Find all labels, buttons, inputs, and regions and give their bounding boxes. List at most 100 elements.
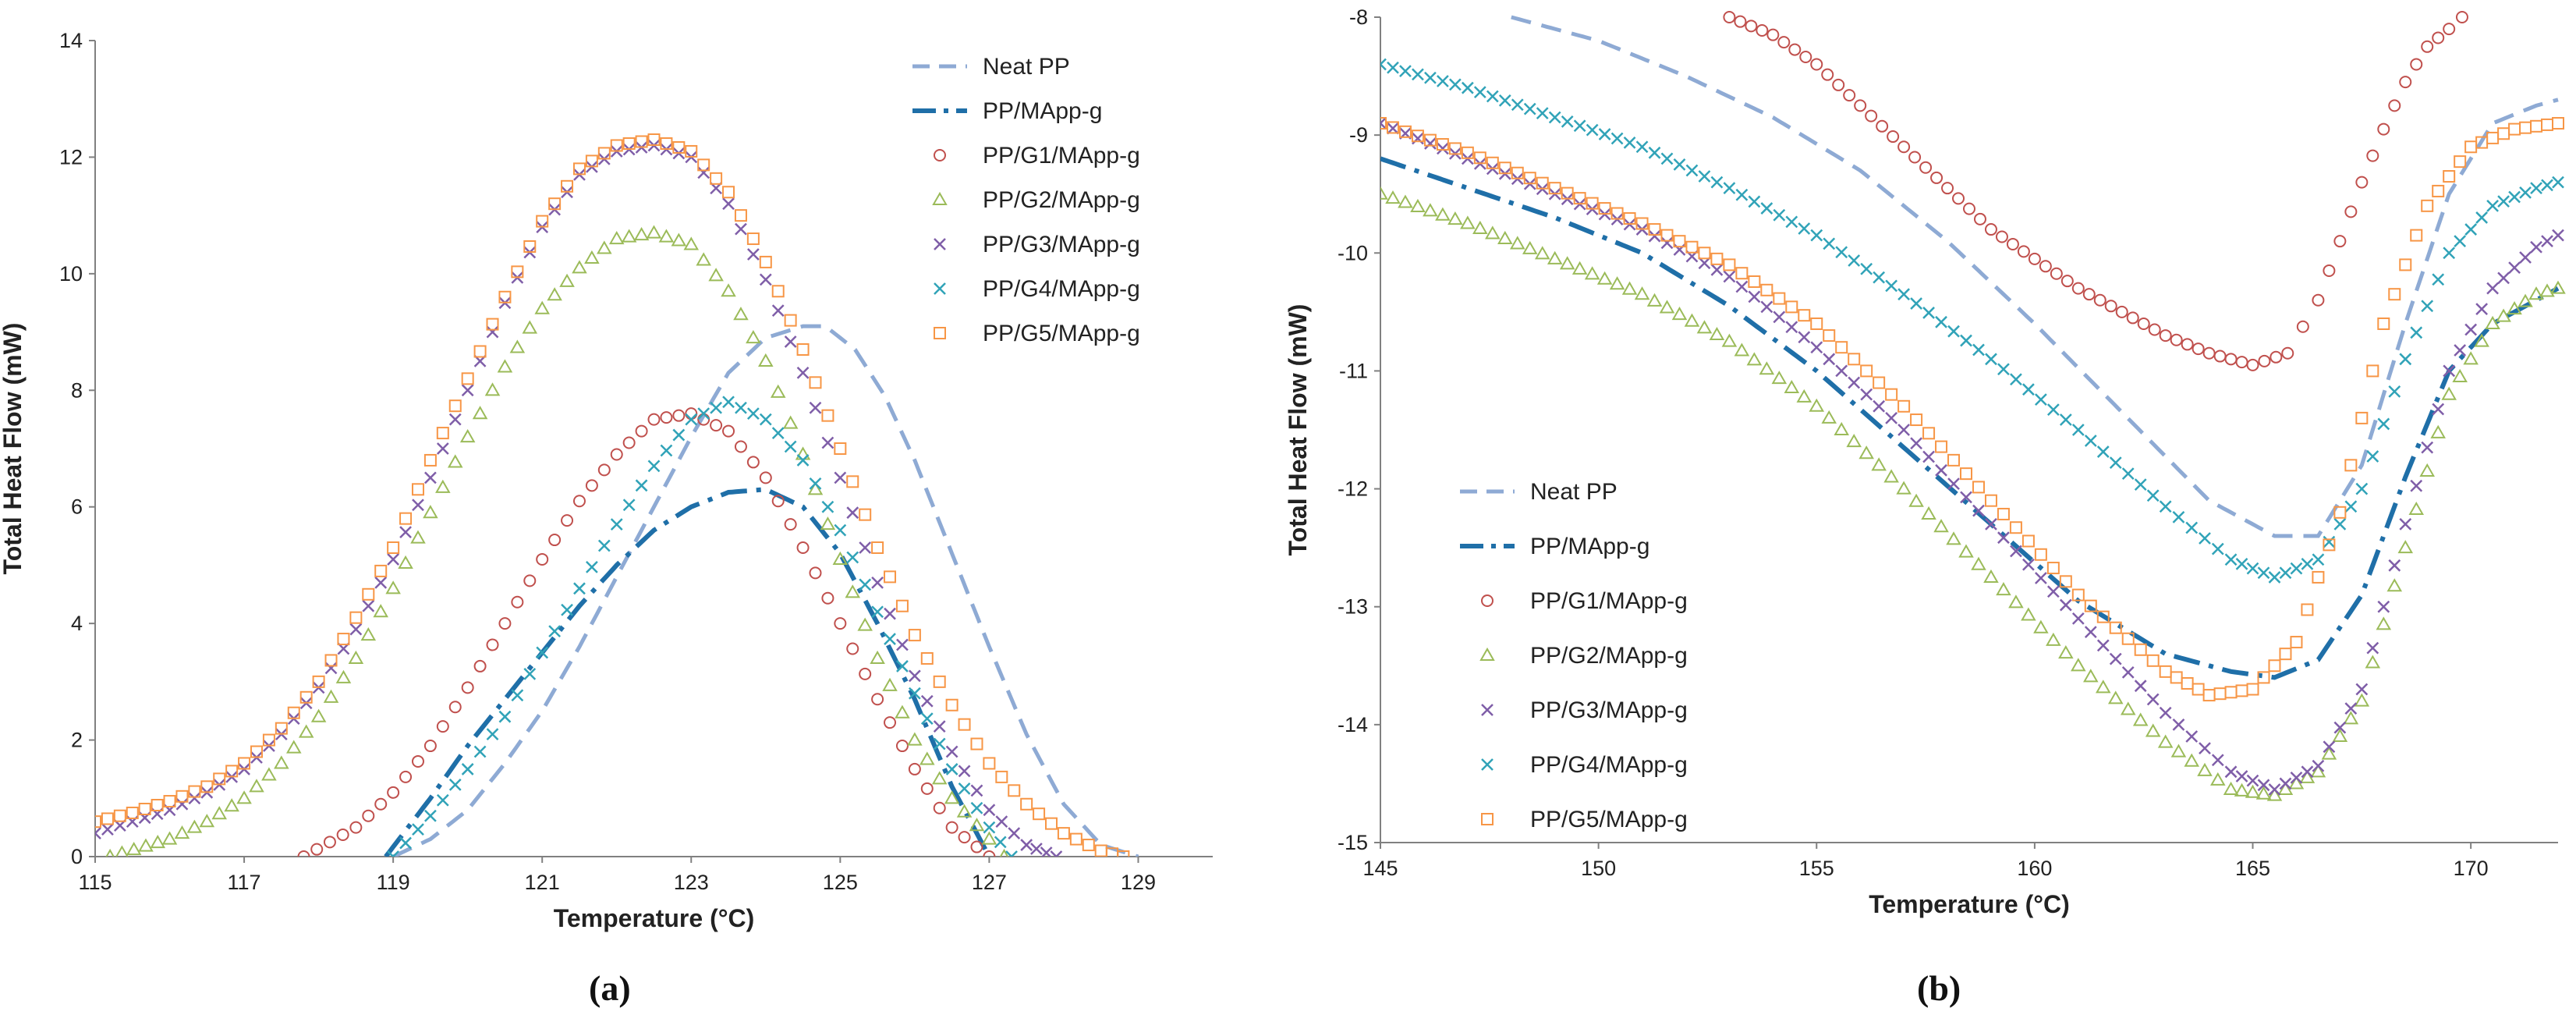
chart-b-series-pp-g3-mapp-g-point xyxy=(1424,137,1437,150)
chart-b-series-pp-g3-mapp-g-point xyxy=(2464,323,2478,336)
chart-a-series-pp-g1-mapp-g-point xyxy=(821,591,834,605)
chart-b-series-pp-g3-mapp-g xyxy=(1380,117,2564,796)
chart-b-series-pp-g4-mapp-g-point xyxy=(2399,353,2412,366)
chart-b-series-pp-g4-mapp-g-point xyxy=(2530,182,2542,195)
chart-b-series-pp-g4-mapp-g-point xyxy=(2235,558,2248,570)
chart-a-series-pp-g2-mapp-g-point xyxy=(969,818,985,832)
chart-a-series-pp-g3-mapp-g-point xyxy=(871,576,884,589)
chart-a-series-pp-g5-mapp-g-point xyxy=(312,675,325,688)
chart-b-series-pp-g5-mapp-g-point xyxy=(1523,172,1536,185)
chart-b-series-pp-g5-mapp-g-point xyxy=(2084,599,2097,612)
chart-b-y-tick-label: -14 xyxy=(1338,713,1368,736)
chart-b-series-pp-g5-mapp-g-point xyxy=(1910,413,1923,427)
chart-b-series-pp-g2-mapp-g-point xyxy=(2197,762,2213,776)
chart-a-series-pp-g2-mapp-g-point xyxy=(981,831,997,845)
chart-b-series-pp-g2-mapp-g-point xyxy=(1460,215,1476,229)
chart-b-series-pp-g3-mapp-g-point xyxy=(2541,235,2553,248)
chart-a-series-pp-g4-mapp-g-point xyxy=(647,460,661,473)
chart-a-legend-swatch xyxy=(934,238,946,250)
chart-b-series-pp-g1-mapp-g-point xyxy=(1788,43,1802,56)
chart-b-series-pp-g2-mapp-g-point xyxy=(2507,301,2522,315)
chart-b-series-pp-g1-mapp-g-point xyxy=(2443,23,2456,36)
chart-b-series-pp-g5-mapp-g-point xyxy=(2181,676,2194,690)
chart-b-series-pp-g1-mapp-g-point xyxy=(2170,333,2183,346)
chart-b-series-pp-g3-mapp-g-point xyxy=(2235,770,2248,782)
chart-a-series-pp-g2-mapp-g-point xyxy=(360,627,377,641)
chart-a-legend-label: PP/G4/MApp-g xyxy=(983,276,1140,302)
chart-a-y-tick-label: 10 xyxy=(59,262,83,286)
chart-a-series-pp-g5-mapp-g-point xyxy=(1045,817,1058,830)
chart-b-series-pp-g4-mapp-g-point xyxy=(1573,119,1586,133)
chart-a-series-pp-g5-mapp-g-point xyxy=(759,255,772,268)
chart-a-series-pp-g1-mapp-g-point xyxy=(374,797,388,811)
panel-label-a: (a) xyxy=(589,968,631,1008)
chart-b-series-pp-g2-mapp-g-point xyxy=(1883,469,1899,483)
chart-a-series-pp-g5-mapp-g xyxy=(95,133,1130,857)
chart-a-series-pp-g3-mapp-g-point xyxy=(436,442,449,455)
chart-b-series-pp-g4-mapp-g-point xyxy=(2290,562,2303,575)
chart-b-series-pp-g5-mapp-g-point xyxy=(1598,202,1611,215)
chart-b-series-pp-g2-mapp-g-point xyxy=(1609,276,1625,290)
chart-b-series-pp-g4-mapp-g-point xyxy=(1660,152,1674,165)
chart-a-y-axis-title: Total Heat Flow (mW) xyxy=(0,323,27,575)
chart-b-series-pp-g5-mapp-g-point xyxy=(1798,309,1811,322)
chart-b-series-pp-g5-mapp-g-point xyxy=(1710,252,1724,265)
chart-b-series-pp-g5-mapp-g-point xyxy=(1436,138,1449,151)
chart-b-series-pp-g2-mapp-g-point xyxy=(2046,632,2061,646)
chart-a-series-pp-g2-mapp-g-point xyxy=(746,329,761,344)
chart-b-series-pp-g3-mapp-g-point xyxy=(2246,774,2259,787)
chart-a-series-pp-g2-mapp-g-point xyxy=(944,790,960,804)
chart-b-series-pp-g2-mapp-g-point xyxy=(2266,787,2283,801)
chart-a-series-pp-g5-mapp-g-point xyxy=(436,427,449,440)
chart-b-series-pp-g5-mapp-g-point xyxy=(1660,229,1674,242)
chart-b-series-pp-g5-mapp-g-point xyxy=(1648,223,1661,236)
chart-a-series-pp-g2-mapp-g-point xyxy=(559,273,575,287)
chart-b-series-pp-g3-mapp-g-point xyxy=(2388,559,2401,572)
chart-b-series-pp-g4-mapp-g-point xyxy=(1598,128,1611,140)
chart-b-series-pp-g2-mapp-g-point xyxy=(1559,256,1575,270)
chart-a-series-pp-g1-mapp-g-point xyxy=(834,617,847,630)
chart-a-series-pp-g1-mapp-g-point xyxy=(908,762,921,775)
chart-b-series-pp-g1-mapp-g-point xyxy=(2388,99,2401,112)
chart-b-series-pp-g3-mapp-g-point xyxy=(2333,721,2347,734)
chart-b-y-tick-label: -9 xyxy=(1349,123,1368,147)
chart-a-legend-swatch xyxy=(934,327,946,339)
chart-a-series-pp-g4-mapp-g-point xyxy=(933,737,946,751)
chart-b-series-pp-g3-mapp-g-point xyxy=(1773,311,1786,324)
chart-a-series-pp-g2-mapp-g-point xyxy=(105,848,115,857)
chart-a-series-pp-g4-mapp-g-point xyxy=(399,836,412,850)
chart-b-series-pp-g2-mapp-g-point xyxy=(1634,286,1650,300)
chart-a-series-pp-g2-mapp-g-point xyxy=(150,835,166,849)
chart-a-series-pp-g5-mapp-g-point xyxy=(610,139,623,152)
chart-b-series-pp-g3-mapp-g-point xyxy=(2366,641,2379,655)
chart-b-legend-item: PP/G4/MApp-g xyxy=(1481,752,1688,778)
chart-b-series-pp-g4-mapp-g-point xyxy=(1698,170,1711,183)
chart-b-series-pp-g1-mapp-g-point xyxy=(1723,11,1736,23)
chart-a-series-pp-g3-mapp-g-point xyxy=(735,222,747,236)
chart-b-series-pp-g3-mapp-g-point xyxy=(2257,779,2270,792)
chart-b-series-pp-g2-mapp-g-point xyxy=(2550,280,2566,294)
chart-a-series-pp-g1-mapp-g-point xyxy=(672,409,686,422)
chart-b-series-pp-g3-mapp-g-point xyxy=(2046,585,2060,598)
chart-a-series-pp-g2-mapp-g-point xyxy=(484,382,501,396)
chart-a-series-pp-g1-mapp-g xyxy=(297,407,996,857)
chart-a-series-pp-g4-mapp-g-point xyxy=(859,578,872,591)
chart-a-series-pp-g5-mapp-g-point xyxy=(213,772,226,786)
chart-b-series-pp-g4-mapp-g-point xyxy=(2279,566,2292,580)
chart-a-series-pp-g3-mapp-g-point xyxy=(188,792,201,805)
chart-a-series-pp-g4-mapp-g-point xyxy=(436,793,449,807)
chart-b-series-pp-g1-mapp-g-point xyxy=(2399,76,2412,89)
chart-a-series-pp-mapp-g-line xyxy=(384,487,992,857)
chart-b-series-pp-g3-mapp-g-point xyxy=(2172,718,2185,731)
chart-b-series-pp-g3-mapp-g-point xyxy=(1660,236,1674,250)
chart-a-series-pp-g5-mapp-g-point xyxy=(821,409,834,422)
chart-a-series-pp-g5-mapp-g-point xyxy=(238,757,251,770)
chart-a-series-pp-g5-mapp-g-point xyxy=(635,135,648,148)
chart-b-series-neat-pp xyxy=(1511,15,2559,538)
chart-a-series-pp-g5-mapp-g-point xyxy=(746,232,760,246)
chart-b-series-pp-g5-mapp-g-point xyxy=(2268,659,2281,672)
chart-b-series-pp-g2-mapp-g-point xyxy=(1834,421,1849,436)
chart-a-series-pp-g4-mapp-g-point xyxy=(809,477,822,490)
chart-b-series-pp-g1-mapp-g-point xyxy=(1984,223,1997,236)
